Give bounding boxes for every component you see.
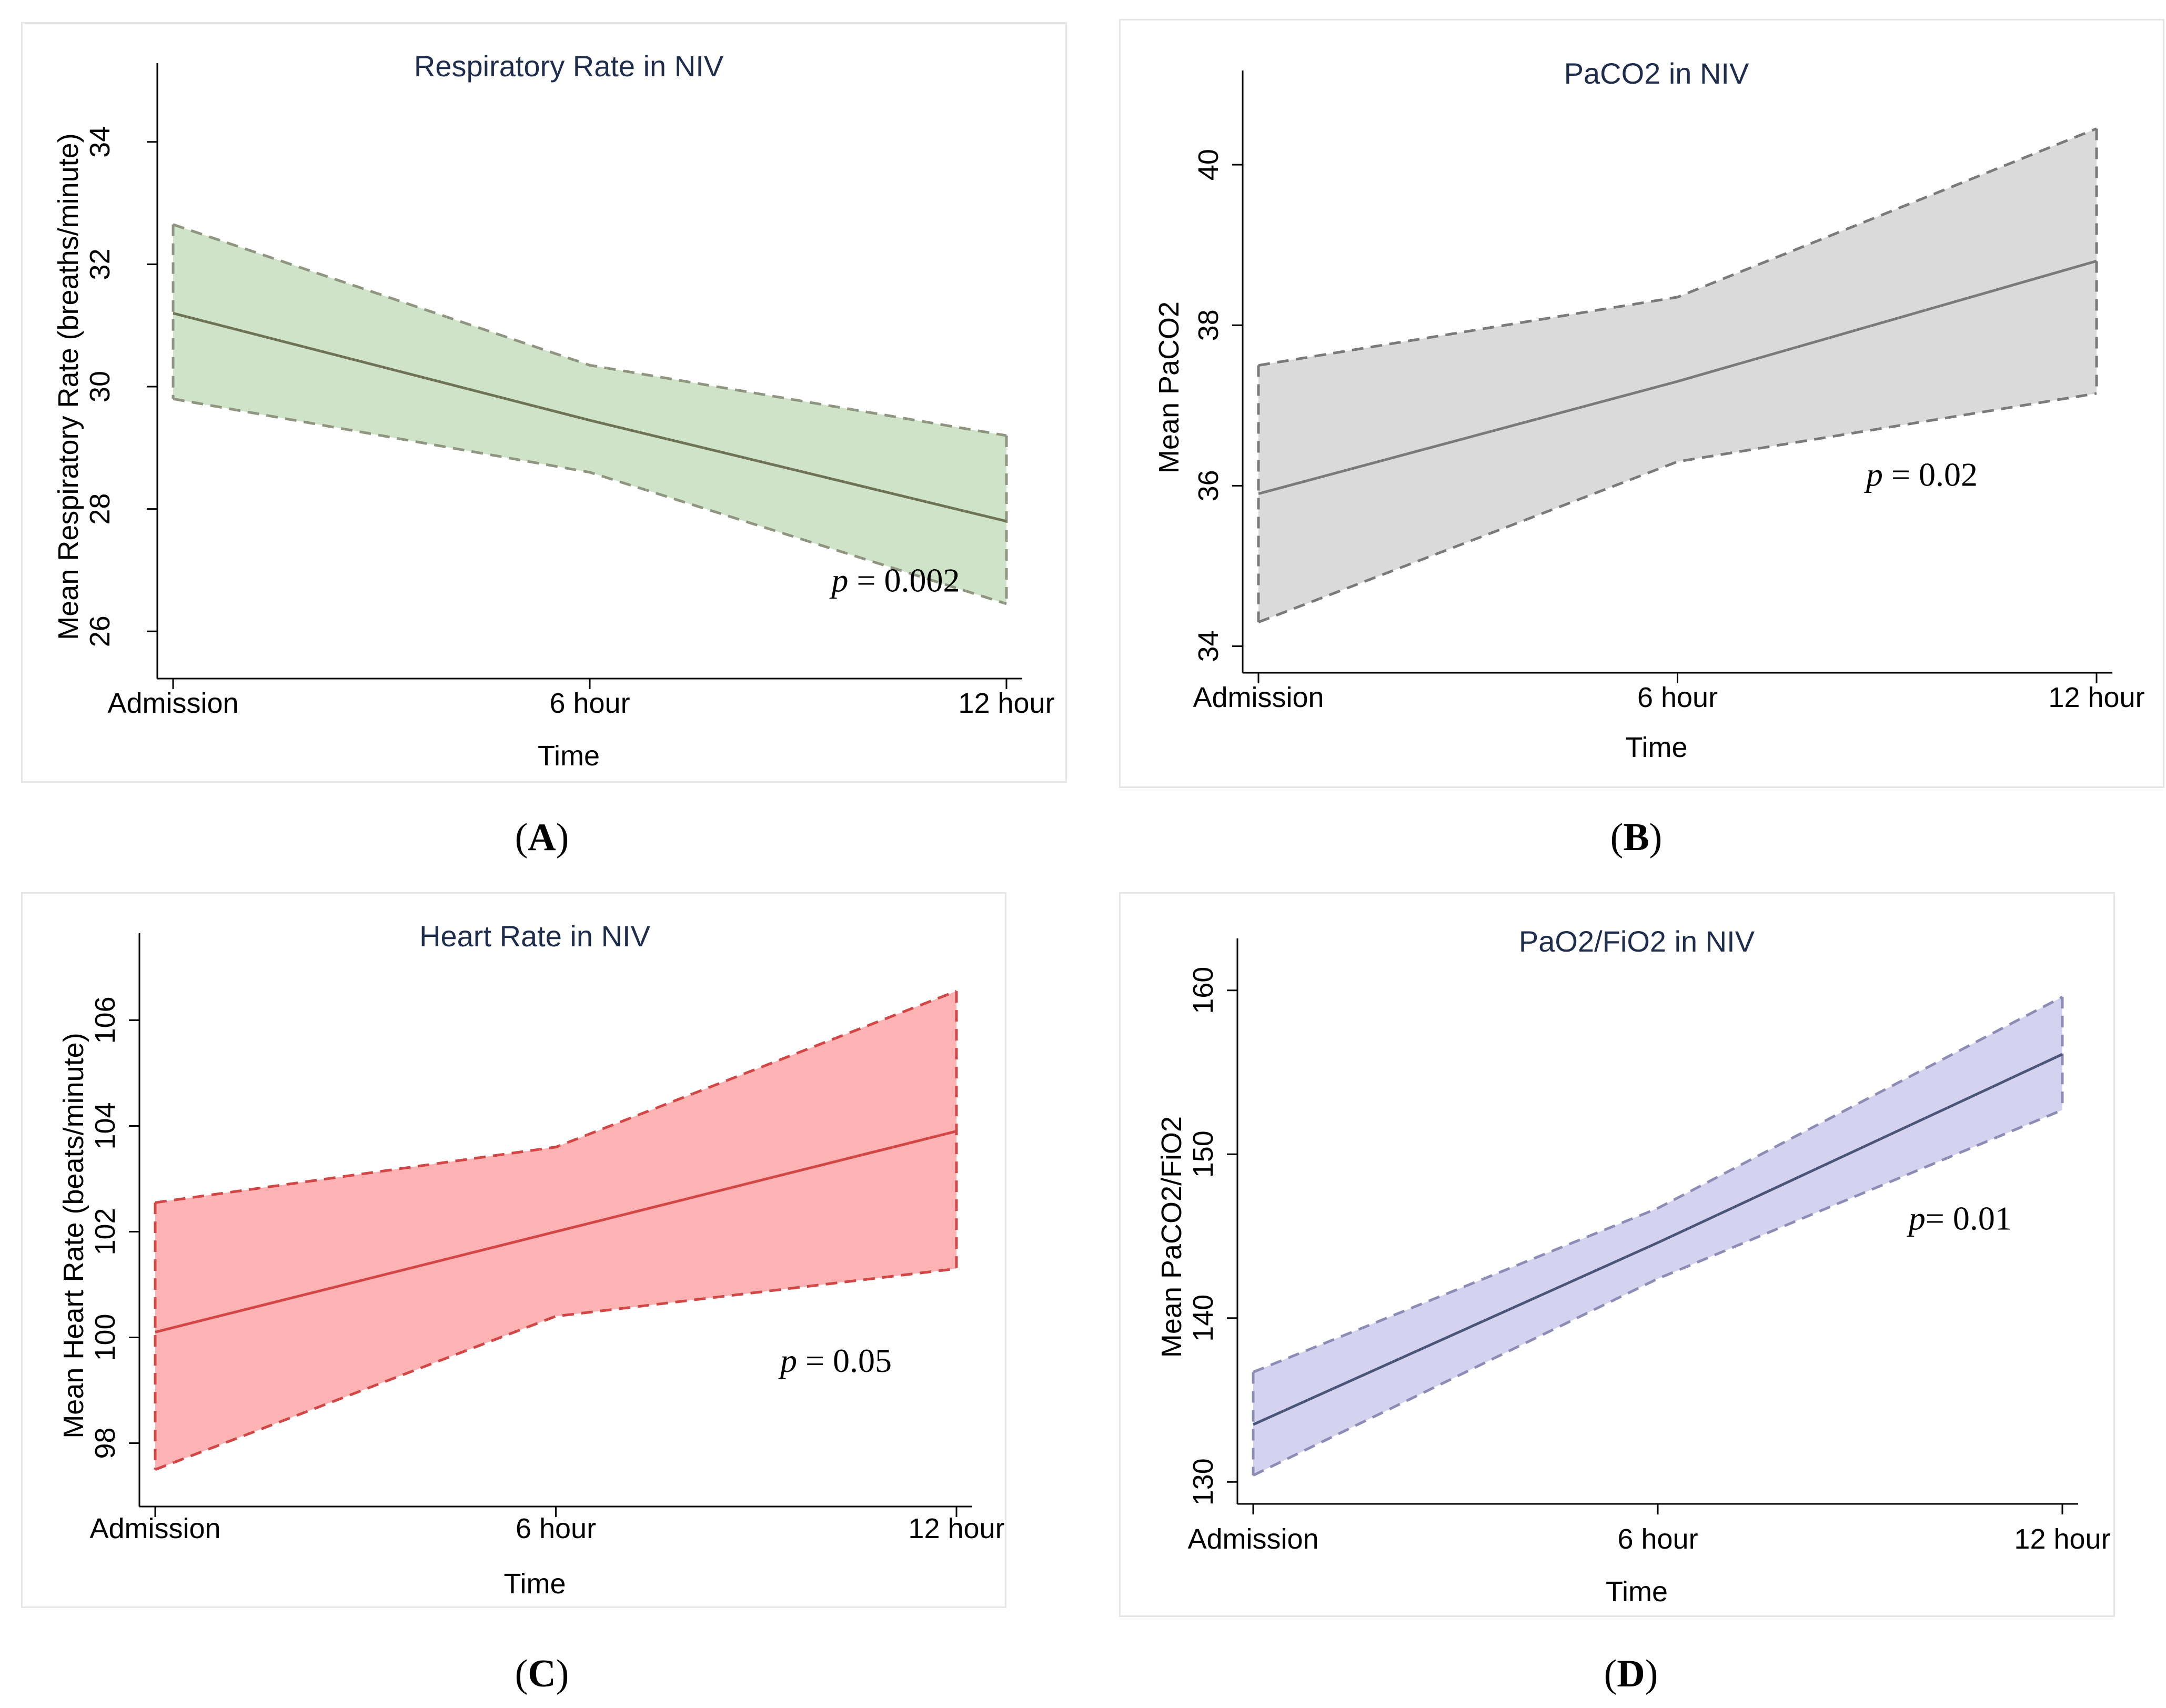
chart-title: Respiratory Rate in NIV	[414, 49, 724, 83]
x-tick-label: Admission	[1193, 682, 1324, 713]
chart-c-svg: Heart Rate in NIV 98 100 102 104 106 Admission…	[58, 919, 1005, 1600]
chart-a-svg: Respiratory Rate in NIV 26 28 30 32 34 Admissi…	[53, 49, 1055, 772]
y-tick-label: 30	[84, 371, 116, 402]
p-value: = 0.02	[1883, 456, 1978, 493]
upper-bound-line	[155, 989, 957, 1204]
p-symbol: p	[778, 1342, 797, 1379]
caption-b-label: B	[1623, 816, 1649, 859]
p-value-annotation: p = 0.05	[778, 1342, 892, 1379]
y-tick-label: 160	[1187, 967, 1219, 1014]
y-tick-label: 40	[1193, 149, 1224, 180]
y-tick-label: 98	[89, 1427, 121, 1459]
chart-title: Heart Rate in NIV	[419, 919, 650, 953]
upper-bound-line	[1258, 127, 2097, 367]
x-tick-label: 12 hour	[2014, 1523, 2110, 1555]
upper-bound-line	[1253, 995, 2063, 1373]
x-axis-label: Time	[1626, 732, 1688, 763]
y-tick-label: 26	[84, 615, 116, 647]
x-tick-label: 12 hour	[908, 1513, 1004, 1544]
chart-title: PaO2/FiO2 in NIV	[1519, 925, 1755, 958]
y-tick-label: 36	[1193, 470, 1224, 501]
caption-d: (D)	[1604, 1652, 1658, 1695]
y-tick-label: 28	[84, 493, 116, 525]
caption-a-label: A	[528, 816, 556, 859]
p-value: = 0.05	[797, 1342, 892, 1379]
caption-c-label: C	[528, 1652, 556, 1695]
x-axis-label: Time	[538, 740, 600, 772]
confidence-band	[173, 224, 1006, 604]
x-tick-label: 6 hour	[1637, 682, 1718, 713]
y-tick-label: 140	[1187, 1295, 1219, 1342]
confidence-band	[1258, 128, 2097, 622]
y-tick-label: 34	[1193, 630, 1224, 662]
caption-c: (C)	[515, 1652, 569, 1695]
x-tick-label: 12 hour	[958, 688, 1054, 719]
x-axis-label: Time	[1606, 1576, 1668, 1608]
p-value-annotation: p = 0.002	[829, 562, 960, 599]
p-value: = 0.01	[1926, 1199, 2012, 1237]
caption-a: (A)	[515, 816, 569, 859]
caption-d-label: D	[1617, 1652, 1645, 1695]
lower-bound-line	[1252, 1108, 2063, 1477]
y-tick-label: 104	[89, 1102, 121, 1149]
x-axis-label: Time	[504, 1568, 566, 1600]
x-tick-label: Admission	[89, 1513, 220, 1544]
chart-panel-b: PaCO2 in NIV 34 36 38 40 Admission 6 hour 12 ho…	[1119, 19, 2164, 788]
p-symbol: p	[829, 562, 848, 599]
mean-line	[155, 1130, 957, 1333]
chart-d-svg: PaO2/FiO2 in NIV 130 140 150 160 Admission 6 h…	[1156, 925, 2111, 1608]
confidence-band	[1253, 997, 2062, 1475]
x-tick-label: Admission	[107, 688, 238, 719]
x-tick-label: 12 hour	[2048, 682, 2144, 713]
y-axis-label: Mean PaCO2	[1153, 301, 1185, 473]
p-value: = 0.002	[848, 562, 960, 599]
p-value-annotation: p= 0.01	[1907, 1199, 2012, 1237]
mean-line	[1258, 259, 2097, 496]
y-tick-label: 150	[1187, 1130, 1219, 1178]
y-axis-label: Mean Heart Rate (beats/minute)	[58, 1033, 89, 1438]
lower-bound-line	[173, 397, 1007, 605]
y-tick-label: 106	[89, 996, 121, 1044]
upper-bound-line	[173, 223, 1007, 437]
y-tick-label: 34	[84, 126, 116, 158]
y-tick-label: 130	[1187, 1458, 1219, 1505]
chart-panel-a: Respiratory Rate in NIV 26 28 30 32 34 Admissi…	[21, 22, 1067, 783]
y-tick-label: 100	[89, 1313, 121, 1361]
lower-bound-line	[155, 1267, 957, 1471]
caption-b: (B)	[1610, 816, 1663, 859]
mean-line	[173, 312, 1007, 523]
y-tick-label: 32	[84, 248, 116, 280]
chart-title: PaCO2 in NIV	[1564, 57, 1749, 90]
mean-line	[1252, 1053, 2063, 1426]
y-tick-label: 102	[89, 1208, 121, 1255]
x-tick-label: 6 hour	[1617, 1523, 1698, 1555]
chart-b-svg: PaCO2 in NIV 34 36 38 40 Admission 6 hour 12 ho…	[1153, 57, 2145, 763]
p-value-annotation: p = 0.02	[1864, 456, 1978, 493]
y-axis-label: Mean PaCO2/FiO2	[1156, 1116, 1187, 1358]
chart-panel-c: Heart Rate in NIV 98 100 102 104 106 Admission…	[21, 892, 1006, 1608]
p-symbol: p	[1864, 456, 1883, 493]
chart-panel-d: PaO2/FiO2 in NIV 130 140 150 160 Admission 6 h…	[1119, 892, 2115, 1617]
x-tick-label: 6 hour	[516, 1513, 596, 1544]
y-axis-label: Mean Respiratory Rate (breaths/minute)	[53, 133, 84, 640]
x-tick-label: Admission	[1187, 1523, 1318, 1555]
y-tick-label: 38	[1193, 309, 1224, 341]
p-symbol: p	[1907, 1199, 1926, 1237]
x-tick-label: 6 hour	[549, 688, 630, 719]
